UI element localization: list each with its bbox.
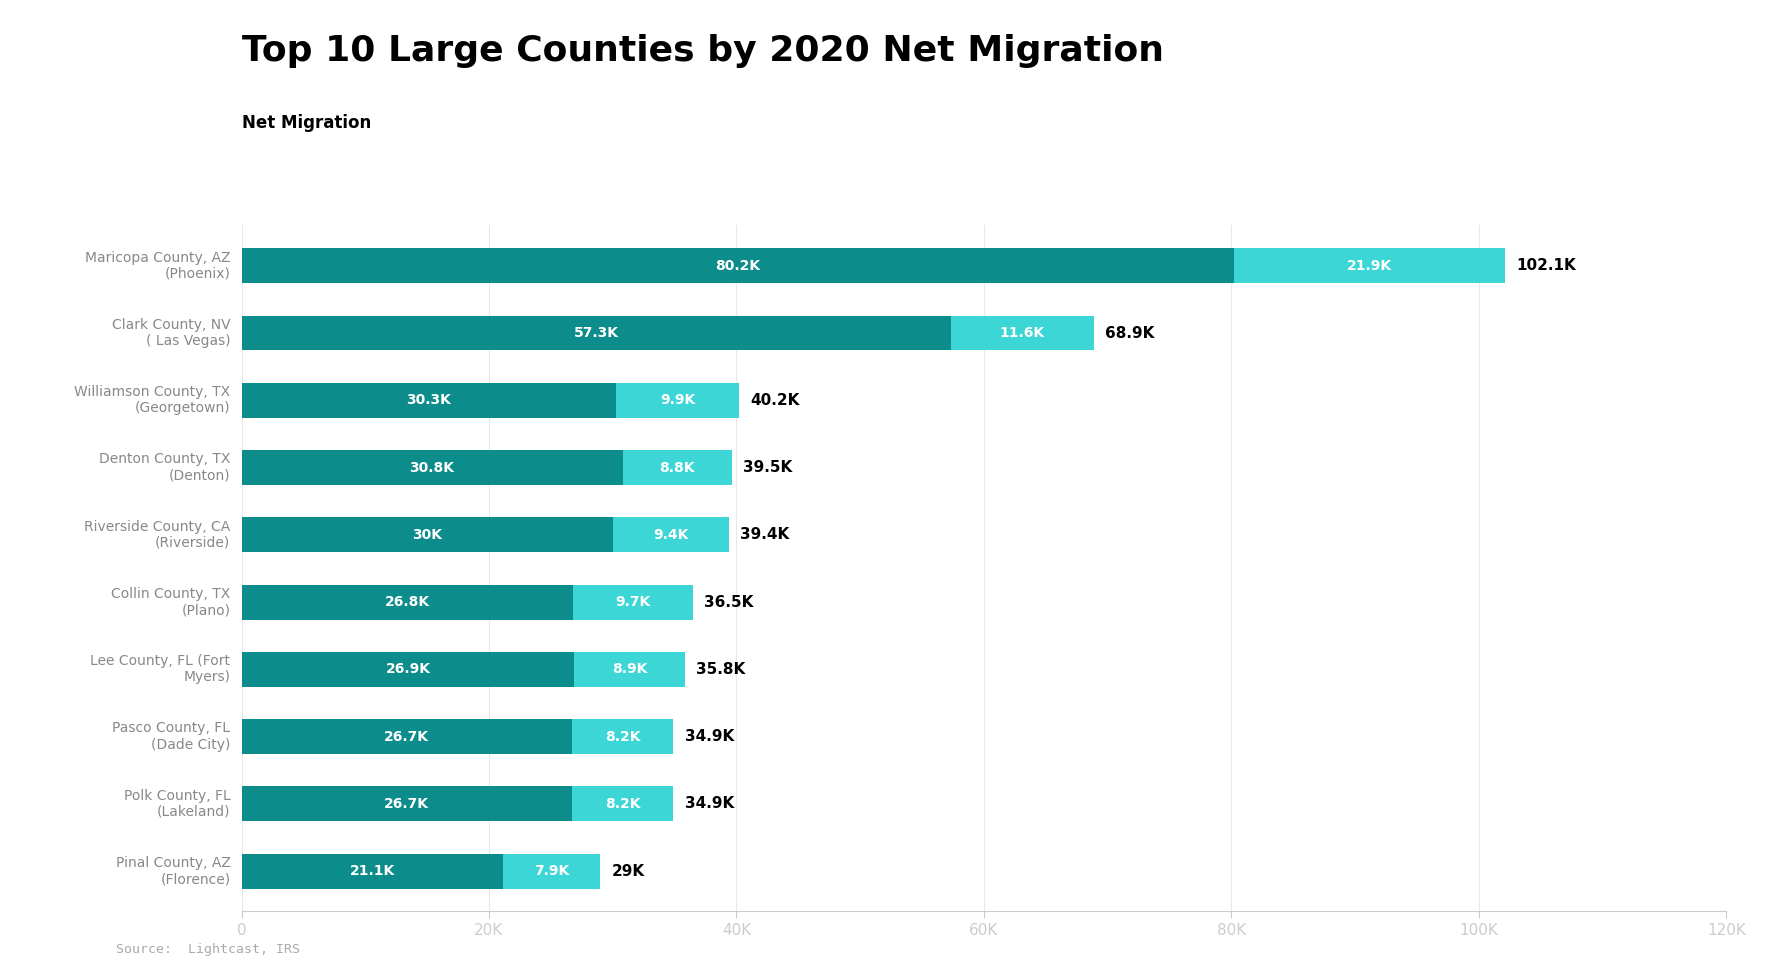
Text: 29K: 29K xyxy=(612,863,644,878)
Text: 39.4K: 39.4K xyxy=(741,527,789,542)
Bar xyxy=(242,719,572,754)
Text: 8.9K: 8.9K xyxy=(612,662,648,676)
Text: 39.5K: 39.5K xyxy=(742,460,793,475)
Text: 8.2K: 8.2K xyxy=(605,729,640,744)
Bar xyxy=(572,786,673,821)
Bar xyxy=(242,786,572,821)
Text: 36.5K: 36.5K xyxy=(705,595,753,610)
Bar xyxy=(1234,248,1505,283)
Bar xyxy=(572,584,692,619)
Text: 34.9K: 34.9K xyxy=(685,729,733,744)
Bar xyxy=(242,248,1234,283)
Bar xyxy=(242,517,612,553)
Text: 26.7K: 26.7K xyxy=(385,729,429,744)
Text: 30.8K: 30.8K xyxy=(410,461,454,474)
Text: 26.9K: 26.9K xyxy=(385,662,431,676)
Text: 11.6K: 11.6K xyxy=(1000,326,1045,340)
Text: 9.9K: 9.9K xyxy=(660,393,696,408)
Text: Top 10 Large Counties by 2020 Net Migration: Top 10 Large Counties by 2020 Net Migrat… xyxy=(242,34,1163,69)
Text: 7.9K: 7.9K xyxy=(533,864,569,878)
Bar xyxy=(242,584,572,619)
Bar xyxy=(950,316,1095,351)
Bar xyxy=(242,450,623,485)
Bar xyxy=(612,517,730,553)
Text: 35.8K: 35.8K xyxy=(696,662,744,677)
Bar xyxy=(572,719,673,754)
Text: 68.9K: 68.9K xyxy=(1106,325,1154,340)
Bar xyxy=(242,652,574,687)
Text: Net Migration: Net Migration xyxy=(242,114,370,131)
Text: 21.9K: 21.9K xyxy=(1347,259,1392,272)
Bar xyxy=(623,450,732,485)
Text: 57.3K: 57.3K xyxy=(574,326,619,340)
Text: 30.3K: 30.3K xyxy=(406,393,451,408)
Text: 80.2K: 80.2K xyxy=(716,259,760,272)
Text: 30K: 30K xyxy=(411,528,442,542)
Text: 40.2K: 40.2K xyxy=(750,393,800,408)
Text: Source:  Lightcast, IRS: Source: Lightcast, IRS xyxy=(116,943,301,956)
Bar xyxy=(617,383,739,417)
Text: 21.1K: 21.1K xyxy=(349,864,395,878)
Bar xyxy=(242,383,617,417)
Text: 34.9K: 34.9K xyxy=(685,797,733,811)
Text: 9.7K: 9.7K xyxy=(615,595,651,609)
Text: 102.1K: 102.1K xyxy=(1515,259,1576,273)
Text: 9.4K: 9.4K xyxy=(653,528,689,542)
Bar xyxy=(503,854,601,889)
Text: 8.2K: 8.2K xyxy=(605,797,640,810)
Text: 26.8K: 26.8K xyxy=(385,595,429,609)
Text: 8.8K: 8.8K xyxy=(660,461,694,474)
Bar xyxy=(242,316,950,351)
Text: 26.7K: 26.7K xyxy=(385,797,429,810)
Bar xyxy=(574,652,685,687)
Bar xyxy=(242,854,503,889)
